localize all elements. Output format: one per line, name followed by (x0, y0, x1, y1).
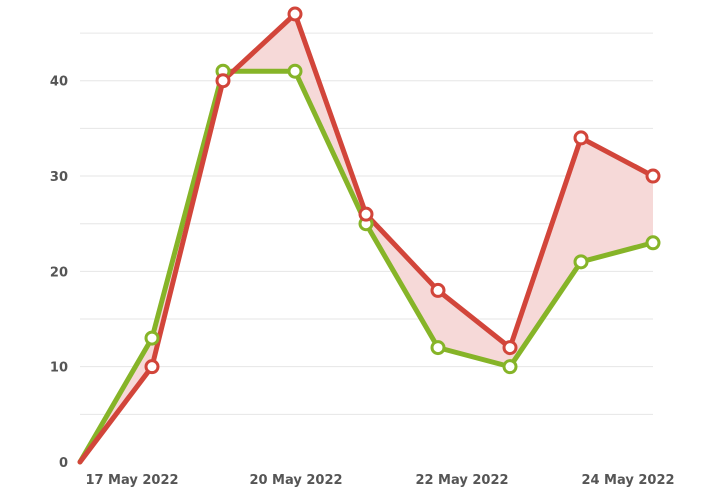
y-tick-label: 30 (50, 170, 68, 185)
series-2-point[interactable] (287, 63, 303, 79)
series-1-point[interactable] (144, 359, 160, 375)
series-1-point[interactable] (287, 6, 303, 22)
series-1-point[interactable] (430, 282, 446, 298)
y-tick-label: 40 (50, 75, 68, 90)
series-2-point[interactable] (645, 235, 661, 251)
series-2-point[interactable] (502, 359, 518, 375)
series-2-point[interactable] (144, 330, 160, 346)
series-1-point[interactable] (502, 340, 518, 356)
y-tick-label: 10 (50, 361, 68, 376)
x-tick-label: 20 May 2022 (249, 473, 342, 488)
series-1-point[interactable] (358, 206, 374, 222)
series-2-point[interactable] (573, 254, 589, 270)
series-1-point[interactable] (573, 130, 589, 146)
y-axis-tick-labels: 0 10 20 30 40 (50, 75, 68, 471)
x-axis-tick-labels: 17 May 2022 20 May 2022 22 May 2022 24 May … (85, 473, 674, 488)
series-2-point[interactable] (430, 340, 446, 356)
y-tick-label: 20 (50, 265, 68, 280)
x-tick-label: 24 May 2022 (581, 473, 674, 488)
x-tick-label: 17 May 2022 (85, 473, 178, 488)
y-tick-label: 0 (59, 456, 68, 471)
series-layer (77, 6, 661, 465)
x-tick-label: 22 May 2022 (415, 473, 508, 488)
series-1-point[interactable] (215, 73, 231, 89)
series-1-point[interactable] (645, 168, 661, 184)
